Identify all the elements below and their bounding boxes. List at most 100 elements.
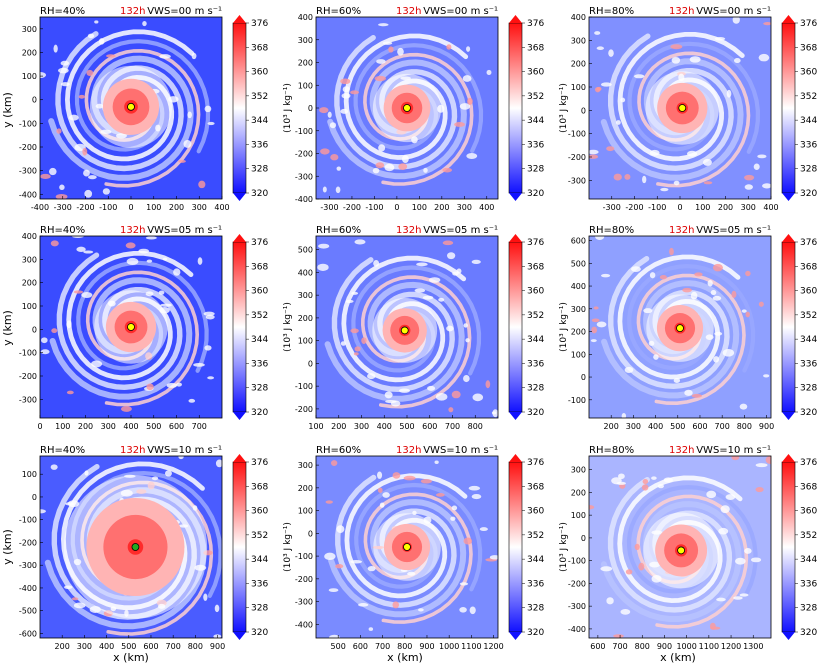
storm-center-marker bbox=[400, 326, 409, 335]
colorbar-tick-label: 320 bbox=[800, 628, 817, 638]
vws-label: VWS=00 m s⁻¹ bbox=[423, 6, 498, 17]
convective-cell bbox=[694, 272, 703, 277]
storm-center-marker bbox=[127, 102, 135, 111]
convective-cell bbox=[641, 484, 649, 491]
convective-cell bbox=[84, 470, 89, 476]
chart-panel: -400 -300 -200 -100 0 100 200 300 400 -400 -300 -20… bbox=[19, 6, 293, 212]
colorbar-tick-label: 376 bbox=[251, 19, 268, 29]
x-tick-label: 400 bbox=[123, 422, 138, 431]
convective-cell bbox=[50, 240, 59, 247]
convective-cell bbox=[638, 562, 645, 571]
colorbar-extend-bottom bbox=[509, 632, 522, 640]
convective-cell bbox=[106, 54, 116, 58]
x-tick-label: 600 bbox=[143, 642, 158, 651]
time-label: 132h bbox=[669, 445, 694, 456]
convective-cell bbox=[731, 456, 740, 461]
time-label: 132h bbox=[669, 225, 694, 236]
x-axis-label: x (km) bbox=[660, 651, 696, 664]
y-tick-label: 200 bbox=[298, 484, 313, 493]
time-label: 132h bbox=[396, 445, 421, 456]
time-label: 132h bbox=[669, 6, 694, 17]
convective-cell bbox=[618, 473, 625, 480]
convective-cell bbox=[163, 257, 168, 261]
convective-cell bbox=[60, 82, 70, 87]
convective-cell bbox=[596, 46, 605, 50]
colorbar-tick-label: 336 bbox=[527, 140, 544, 150]
convective-cell bbox=[447, 252, 456, 260]
rh-label: RH=60% bbox=[316, 6, 361, 17]
colorbar-extend-bottom bbox=[782, 632, 795, 640]
y-tick-label: 200 bbox=[298, 314, 313, 323]
convective-cell bbox=[322, 186, 327, 193]
x-tick-label: 400 bbox=[479, 203, 494, 212]
x-tick-label: 700 bbox=[192, 422, 207, 431]
y-tick-label: 200 bbox=[571, 60, 586, 69]
convective-cell bbox=[472, 393, 484, 402]
convective-cell bbox=[376, 59, 386, 64]
y-tick-label: -500 bbox=[19, 607, 37, 616]
convective-cell bbox=[328, 588, 339, 593]
vws-label: VWS=00 m s⁻¹ bbox=[147, 6, 222, 17]
colorbar-tick-label: 360 bbox=[800, 507, 817, 517]
convective-cell bbox=[606, 597, 614, 605]
x-tick-label: 800 bbox=[737, 422, 752, 431]
convective-cell bbox=[589, 504, 595, 510]
colorbar-tick-label: 360 bbox=[527, 287, 544, 297]
convective-cell bbox=[191, 52, 197, 60]
colorbar-tick-label: 376 bbox=[800, 458, 817, 468]
colorbar-extend-bottom bbox=[233, 412, 246, 420]
colorbar-tick-label: 344 bbox=[527, 335, 544, 345]
convective-cell bbox=[745, 270, 751, 277]
convective-cell bbox=[634, 543, 640, 551]
convective-cell bbox=[354, 346, 361, 352]
chart-panel: 200 300 400 500 600 700 800 900 -100 0 100 200 300 40… bbox=[568, 225, 818, 431]
convective-cell bbox=[589, 154, 599, 159]
colorbar-tick-label: 376 bbox=[527, 19, 544, 29]
convective-cell bbox=[350, 559, 363, 564]
y-tick-label: -200 bbox=[19, 538, 37, 547]
convective-cell bbox=[159, 54, 171, 59]
convective-cell bbox=[442, 167, 452, 173]
vws-label: VWS=00 m s⁻¹ bbox=[696, 6, 771, 17]
x-tick-label: 100 bbox=[308, 422, 323, 431]
convective-cell bbox=[608, 49, 614, 57]
x-tick-label: 500 bbox=[399, 422, 414, 431]
y-tick-label: 300 bbox=[571, 305, 586, 314]
convective-cell bbox=[663, 477, 673, 483]
convective-cell bbox=[763, 22, 771, 26]
x-tick-label: 600 bbox=[590, 642, 605, 651]
convective-cell bbox=[452, 271, 459, 276]
y-axis-label: y (km) bbox=[1, 529, 14, 565]
convective-cell bbox=[649, 272, 656, 279]
convective-cell bbox=[643, 308, 653, 314]
rh-label: RH=80% bbox=[589, 445, 634, 456]
colorbar-tick-label: 336 bbox=[527, 359, 544, 369]
y-tick-label: 200 bbox=[22, 279, 37, 288]
colorbar-tick-label: 344 bbox=[527, 555, 544, 565]
convective-cell bbox=[53, 44, 58, 53]
convective-cell bbox=[342, 86, 350, 93]
convective-cell bbox=[86, 69, 94, 77]
colorbar-tick-label: 368 bbox=[800, 43, 817, 53]
colorbar-tick-label: 360 bbox=[527, 507, 544, 517]
colorbar bbox=[781, 22, 796, 194]
colorbar-tick-label: 344 bbox=[251, 335, 268, 345]
y-tick-label: -100 bbox=[19, 516, 37, 525]
convective-cell bbox=[320, 148, 330, 155]
y-tick-label: -400 bbox=[19, 190, 37, 199]
colorbar-extend-top bbox=[509, 15, 522, 23]
convective-cell bbox=[706, 490, 717, 499]
convective-cell bbox=[463, 537, 473, 545]
convective-cell bbox=[442, 240, 454, 246]
convective-cell bbox=[479, 527, 488, 532]
convective-cell bbox=[166, 382, 178, 388]
convective-cell bbox=[653, 354, 659, 360]
y-tick-label: 100 bbox=[298, 337, 313, 346]
x-tick-label: 100 bbox=[146, 203, 161, 212]
x-tick-label: 1100 bbox=[461, 642, 481, 651]
convective-cell bbox=[335, 186, 341, 194]
y-tick-label: 300 bbox=[571, 36, 586, 45]
convective-cell bbox=[615, 120, 621, 125]
y-tick-label: 400 bbox=[298, 268, 313, 277]
